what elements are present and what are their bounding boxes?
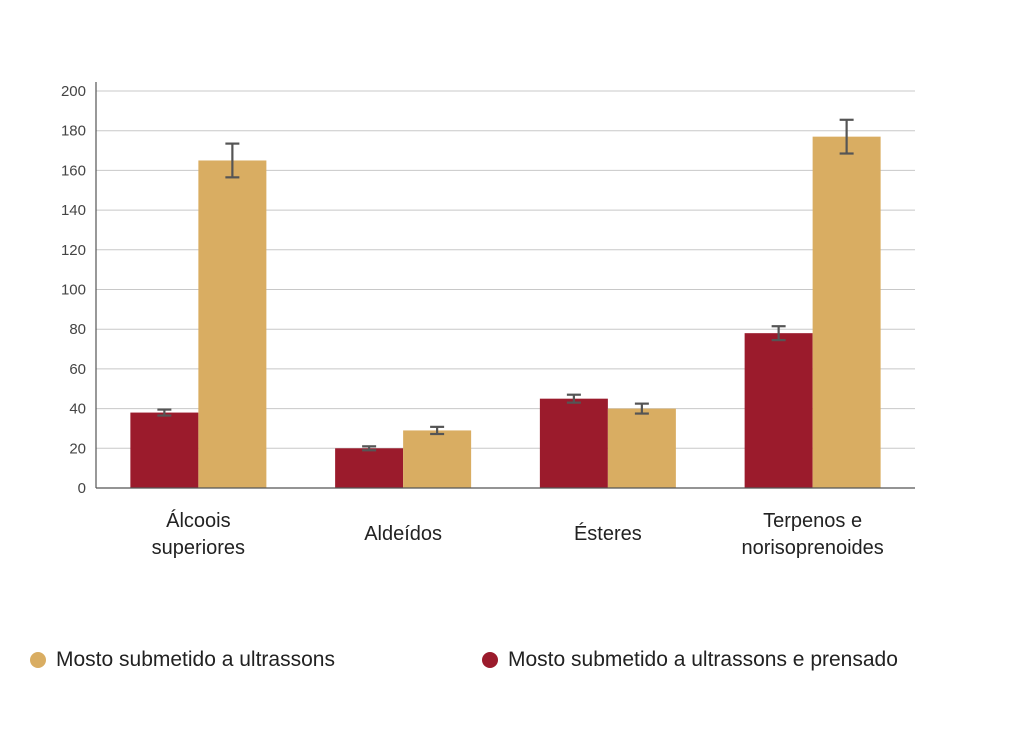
bar xyxy=(607,408,676,488)
y-tick-label: 140 xyxy=(61,202,86,219)
legend-label-ultrassons-prensado: Mosto submetido a ultrassons e prensado xyxy=(508,648,898,671)
y-tick-label: 120 xyxy=(61,242,86,259)
y-tick-label: 60 xyxy=(69,361,86,378)
y-tick-label: 40 xyxy=(69,401,86,418)
legend-label-ultrassons: Mosto submetido a ultrassons xyxy=(56,648,335,671)
y-tick-label: 20 xyxy=(69,440,86,457)
y-tick-label: 100 xyxy=(61,282,86,299)
category-label: Álcoois xyxy=(166,509,230,532)
category-label: Aldeídos xyxy=(364,523,442,545)
bars xyxy=(130,136,881,488)
y-tick-label: 0 xyxy=(78,480,86,497)
bar xyxy=(812,136,881,488)
category-labels: Álcoois superiores Aldeídos Ésteres Terpenos… xyxy=(152,509,884,559)
legend-dot-ultrassons xyxy=(30,652,46,668)
error-bars xyxy=(157,118,854,452)
category-label: superiores xyxy=(152,537,245,559)
bar xyxy=(335,448,404,488)
y-tick-label: 80 xyxy=(69,321,86,338)
bar xyxy=(539,398,608,488)
bar xyxy=(130,412,199,488)
y-tick-label: 200 xyxy=(61,83,86,100)
bar-chart: 0 20 40 60 80 100 120 140 160 180 200 Álcoois super… xyxy=(61,82,915,559)
legend: Mosto submetido a ultrassons Mosto subme… xyxy=(0,640,1024,680)
bar xyxy=(198,160,267,488)
bar xyxy=(403,430,472,488)
y-axis-ticks: 0 20 40 60 80 100 120 140 160 180 200 xyxy=(61,83,86,497)
category-label: Terpenos e xyxy=(763,510,862,532)
category-label: Ésteres xyxy=(574,522,642,545)
axes xyxy=(95,82,915,489)
y-tick-label: 160 xyxy=(61,162,86,179)
legend-item-ultrassons: Mosto submetido a ultrassons xyxy=(30,648,335,672)
legend-item-ultrassons-prensado: Mosto submetido a ultrassons e prensado xyxy=(482,648,898,672)
category-label: norisoprenoides xyxy=(741,537,883,559)
y-tick-label: 180 xyxy=(61,123,86,140)
legend-dot-ultrassons-prensado xyxy=(482,652,498,668)
bar xyxy=(744,333,813,488)
